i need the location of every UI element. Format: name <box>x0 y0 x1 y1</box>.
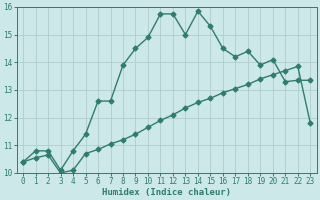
X-axis label: Humidex (Indice chaleur): Humidex (Indice chaleur) <box>102 188 231 197</box>
